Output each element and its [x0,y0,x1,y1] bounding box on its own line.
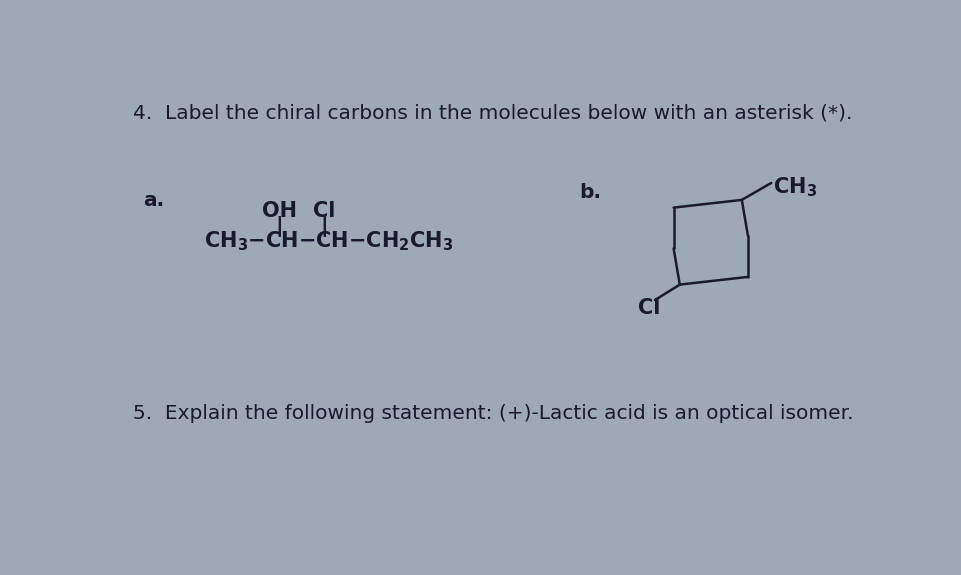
Text: 5.  Explain the following statement: (+)-Lactic acid is an optical isomer.: 5. Explain the following statement: (+)-… [133,404,852,423]
Text: |: | [320,216,328,237]
Text: OH: OH [261,201,296,221]
Text: 4.  Label the chiral carbons in the molecules below with an asterisk (*).: 4. Label the chiral carbons in the molec… [133,104,851,122]
Text: Cl: Cl [312,201,335,221]
Text: $\mathbf{CH_3}$: $\mathbf{CH_3}$ [772,175,816,199]
Text: Cl: Cl [637,298,659,319]
Text: $\mathbf{CH_3{-}CH{-}CH{-}CH_2CH_3}$: $\mathbf{CH_3{-}CH{-}CH{-}CH_2CH_3}$ [204,229,453,253]
Text: |: | [275,216,283,237]
Text: a.: a. [143,191,164,210]
Text: b.: b. [579,183,601,202]
